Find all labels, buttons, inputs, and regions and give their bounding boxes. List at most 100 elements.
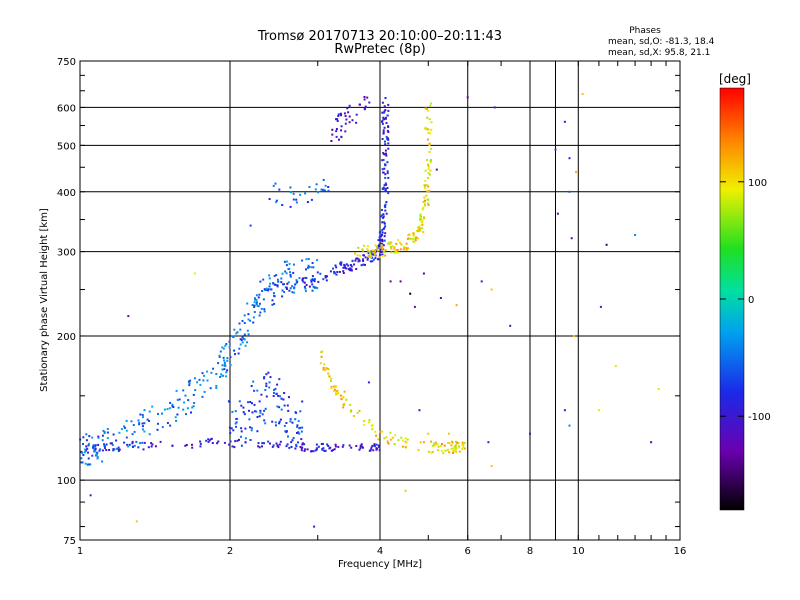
- data-point: [362, 263, 365, 266]
- data-point: [404, 489, 407, 492]
- data-point: [430, 128, 433, 131]
- data-point: [117, 450, 120, 452]
- data-point: [291, 291, 294, 294]
- data-point: [396, 249, 398, 252]
- data-point: [237, 352, 240, 355]
- data-point: [349, 264, 352, 266]
- data-point: [310, 266, 313, 269]
- data-point: [299, 445, 302, 448]
- data-point: [442, 452, 445, 455]
- data-point: [206, 379, 209, 382]
- data-point: [104, 446, 106, 449]
- data-point: [382, 186, 385, 189]
- data-point: [304, 287, 307, 290]
- data-point: [229, 440, 232, 443]
- data-point: [381, 101, 384, 104]
- data-point: [324, 276, 327, 279]
- data-point: [285, 445, 288, 448]
- data-point: [597, 409, 600, 412]
- data-point: [273, 388, 276, 391]
- data-point: [348, 104, 351, 107]
- data-point: [130, 420, 133, 423]
- data-point: [94, 445, 96, 448]
- data-point: [141, 425, 144, 428]
- data-point: [420, 215, 423, 218]
- data-point: [85, 445, 88, 448]
- data-point: [218, 356, 221, 358]
- data-point: [378, 243, 381, 246]
- data-point: [166, 422, 169, 424]
- data-point: [383, 222, 386, 225]
- data-point: [292, 192, 295, 195]
- data-point: [274, 421, 277, 424]
- data-point: [388, 241, 391, 244]
- data-point: [337, 113, 340, 116]
- data-point: [281, 204, 284, 206]
- data-point: [116, 447, 119, 450]
- y-tick-label: 300: [57, 248, 76, 259]
- data-point: [342, 270, 345, 273]
- data-point: [387, 242, 390, 245]
- data-point: [159, 440, 162, 443]
- data-point: [321, 442, 324, 445]
- data-point: [206, 370, 209, 373]
- data-point: [289, 418, 292, 421]
- data-point: [294, 411, 297, 414]
- data-point: [308, 285, 311, 288]
- data-point: [285, 422, 288, 424]
- data-point: [275, 442, 278, 445]
- data-point: [260, 393, 263, 396]
- data-point: [186, 407, 189, 410]
- data-point: [253, 389, 256, 392]
- data-point: [330, 380, 332, 382]
- data-point: [339, 112, 342, 115]
- data-point: [348, 115, 351, 118]
- data-point: [327, 186, 330, 188]
- data-point: [230, 427, 233, 430]
- data-point: [166, 408, 169, 411]
- data-point: [102, 429, 105, 432]
- data-point: [330, 449, 333, 452]
- data-point: [393, 251, 396, 254]
- data-point: [297, 441, 299, 444]
- data-point: [399, 280, 402, 283]
- data-point: [299, 193, 302, 196]
- data-point: [238, 322, 241, 325]
- data-point: [362, 260, 365, 262]
- data-point: [379, 430, 382, 433]
- data-point: [328, 447, 331, 450]
- data-point: [427, 163, 430, 166]
- data-point: [382, 116, 385, 119]
- data-point: [335, 266, 338, 269]
- data-point: [363, 244, 366, 247]
- data-point: [333, 448, 336, 451]
- data-point: [243, 333, 246, 336]
- data-point: [385, 122, 388, 124]
- data-point: [350, 265, 353, 268]
- data-point: [424, 204, 426, 207]
- data-point: [229, 432, 232, 434]
- data-point: [259, 411, 262, 414]
- data-point: [336, 390, 339, 392]
- data-point: [379, 249, 382, 252]
- data-point: [97, 443, 100, 446]
- data-point: [428, 118, 431, 121]
- data-point: [210, 437, 213, 440]
- data-point: [353, 263, 355, 266]
- data-point: [368, 449, 371, 452]
- data-point: [254, 298, 257, 301]
- data-point: [261, 442, 264, 445]
- data-point: [92, 446, 95, 449]
- chart-title: Tromsø 20170713 20:10:00–20:11:43: [257, 29, 502, 44]
- data-point: [434, 443, 437, 446]
- data-point: [151, 443, 154, 446]
- data-point: [427, 450, 430, 453]
- data-point: [83, 448, 86, 451]
- data-point: [258, 293, 261, 296]
- data-point: [382, 132, 385, 135]
- data-point: [421, 221, 423, 224]
- data-point: [343, 263, 346, 266]
- data-point: [383, 437, 386, 440]
- data-point: [426, 159, 429, 162]
- data-point: [427, 167, 430, 170]
